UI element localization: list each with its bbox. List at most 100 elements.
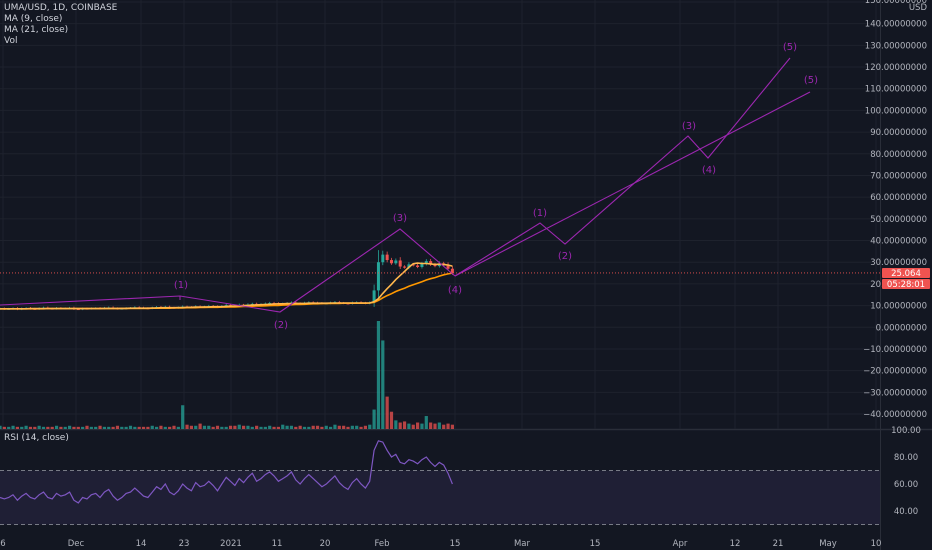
volume-bar — [50, 426, 54, 429]
volume-bar — [107, 426, 111, 429]
last-price-text: 25.064 — [891, 269, 921, 279]
time-tick-label: 11 — [272, 539, 283, 549]
volume-bar — [189, 425, 193, 429]
volume-bar — [442, 424, 446, 429]
volume-bar — [168, 426, 172, 429]
rsi-line — [0, 440, 453, 504]
volume-bar — [207, 425, 211, 429]
time-tick-label: 2021 — [220, 539, 242, 549]
volume-bar — [368, 424, 372, 429]
volume-bar — [124, 426, 128, 429]
legend-ma21[interactable]: MA (21, close) — [4, 25, 69, 35]
price-tick-label: −30.00000000 — [863, 388, 927, 398]
volume-bar — [20, 426, 24, 429]
legend-ma9[interactable]: MA (9, close) — [4, 14, 63, 24]
volume-bar — [115, 425, 120, 429]
volume-bar — [246, 425, 250, 429]
price-tick-label: 150.00000000 — [865, 0, 927, 6]
candle-body — [376, 262, 380, 291]
rsi-band — [0, 470, 880, 525]
volume-bar — [337, 425, 341, 429]
wave-label: (2) — [558, 251, 572, 262]
volume-bar — [228, 425, 233, 429]
candle-body — [381, 254, 385, 263]
legend-vol[interactable]: Vol — [4, 36, 18, 46]
time-axis[interactable]: 6 Dec 14 23 2021 11 20 Feb 15 Mar 15 Apr 12 21 May 10 — [0, 539, 881, 549]
volume-bar — [198, 423, 202, 429]
time-tick-label: 10 — [871, 539, 882, 549]
volume-bar — [311, 425, 315, 429]
candle-body — [420, 263, 424, 267]
volume-bar — [289, 425, 294, 429]
volume-bar — [424, 416, 428, 429]
wave-label: (1) — [174, 280, 188, 291]
rsi-tick-label: 80.00 — [894, 453, 918, 463]
volume-bars — [0, 321, 454, 429]
volume-bar — [159, 425, 163, 429]
candle-body — [403, 266, 407, 268]
wave-label: (1) — [533, 208, 547, 219]
rsi-legend: RSI (14, close) — [4, 433, 69, 444]
time-tick-label: 15 — [590, 539, 601, 549]
volume-bar — [329, 426, 333, 429]
volume-bar — [41, 426, 46, 429]
candle-body — [398, 260, 402, 267]
currency-label: USD — [909, 3, 928, 13]
volume-bar — [376, 321, 381, 429]
ma9-line — [0, 262, 453, 310]
candle-body — [76, 309, 80, 311]
volume-bar — [320, 426, 324, 429]
legend-rsi[interactable]: RSI (14, close) — [4, 433, 69, 443]
legend-symbol[interactable]: UMA/USD, 1D, COINBASE — [4, 3, 118, 13]
volume-bar — [94, 426, 98, 429]
volume-bar — [215, 425, 220, 429]
volume-bar — [307, 426, 311, 429]
volume-bar — [15, 426, 19, 429]
candle-body — [268, 302, 272, 304]
time-tick-label: 6 — [0, 539, 5, 549]
volume-bar — [237, 424, 241, 429]
volume-bar — [2, 426, 6, 429]
wave-line-projection — [454, 57, 791, 277]
volume-bar — [163, 426, 167, 429]
candle-body — [385, 254, 389, 261]
volume-bar — [68, 425, 72, 429]
volume-bar — [211, 426, 215, 429]
volume-bar — [111, 426, 115, 429]
volume-bar — [263, 426, 267, 429]
elliott-wave-drawings[interactable]: (1) (2) (3) (4) (1) (2) (3) (4) (5) (5) — [0, 42, 818, 331]
volume-bar — [294, 426, 298, 429]
volume-bar — [268, 425, 272, 429]
volume-bar — [37, 425, 41, 429]
moving-averages — [0, 262, 453, 310]
volume-bar — [346, 426, 350, 429]
volume-bar — [24, 425, 28, 429]
volume-bar — [0, 425, 2, 429]
time-tick-label: 15 — [450, 539, 461, 549]
price-tick-label: −10.00000000 — [863, 345, 927, 355]
volume-bar — [324, 425, 328, 429]
volume-bar — [185, 424, 189, 429]
volume-bar — [220, 426, 224, 429]
candle-body — [446, 264, 450, 269]
price-tick-label: 140.00000000 — [865, 20, 927, 30]
wave-label: (2) — [274, 320, 288, 331]
volume-bar — [298, 425, 302, 429]
volume-bar — [141, 426, 146, 429]
time-tick-label: Feb — [374, 539, 389, 549]
volume-bar — [389, 411, 394, 429]
price-tick-label: 130.00000000 — [865, 41, 927, 51]
price-tick-label: −20.00000000 — [863, 367, 927, 377]
volume-bar — [437, 422, 441, 429]
candle-body — [429, 261, 433, 265]
volume-bar — [76, 426, 80, 429]
volume-bar — [202, 425, 207, 429]
price-tick-label: −40.00000000 — [863, 410, 927, 420]
volume-bar — [416, 422, 420, 429]
volume-bar — [33, 426, 37, 429]
volume-bar — [259, 426, 263, 429]
volume-bar — [281, 424, 285, 429]
